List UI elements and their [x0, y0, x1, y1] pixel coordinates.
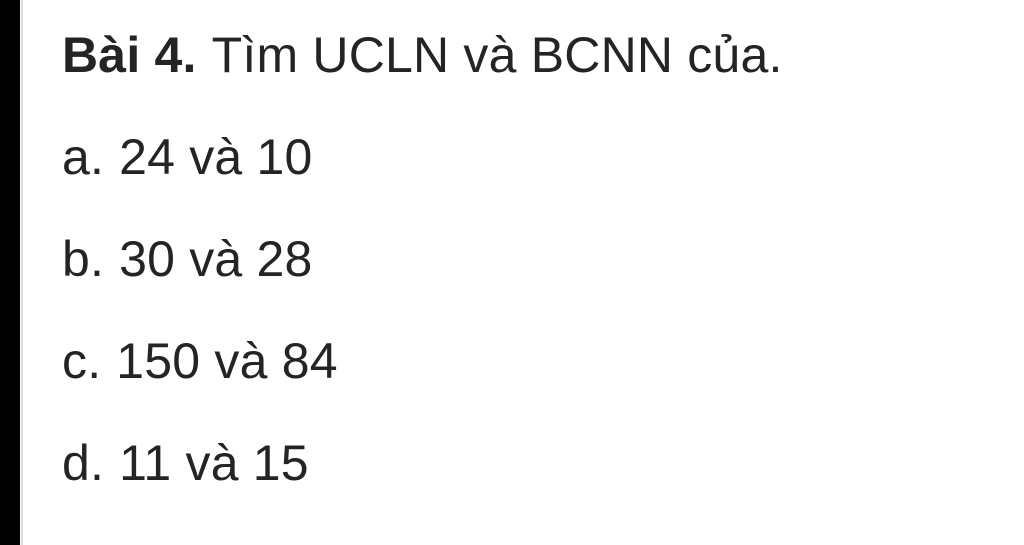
- item-letter: d.: [62, 435, 105, 491]
- exercise-item-a: a. 24 và 10: [62, 106, 1024, 208]
- exercise-content: Bài 4. Tìm UCLN và BCNN của. a. 24 và 10 b…: [62, 4, 1024, 514]
- exercise-item-b: b. 30 và 28: [62, 208, 1024, 310]
- item-letter: c.: [62, 333, 102, 389]
- left-black-bar: [0, 0, 20, 545]
- item-letter: b.: [62, 231, 105, 287]
- item-text: 11 và 15: [119, 435, 309, 491]
- page-edge-line: [21, 0, 23, 545]
- exercise-title-text: Tìm UCLN và BCNN của.: [211, 27, 783, 83]
- item-letter: a.: [62, 129, 105, 185]
- exercise-title-line: Bài 4. Tìm UCLN và BCNN của.: [62, 4, 1024, 106]
- item-text: 24 và 10: [119, 129, 313, 185]
- item-text: 30 và 28: [119, 231, 313, 287]
- exercise-item-c: c. 150 và 84: [62, 310, 1024, 412]
- item-text: 150 và 84: [116, 333, 338, 389]
- exercise-item-d: d. 11 và 15: [62, 412, 1024, 514]
- exercise-number-label: Bài 4.: [62, 27, 197, 83]
